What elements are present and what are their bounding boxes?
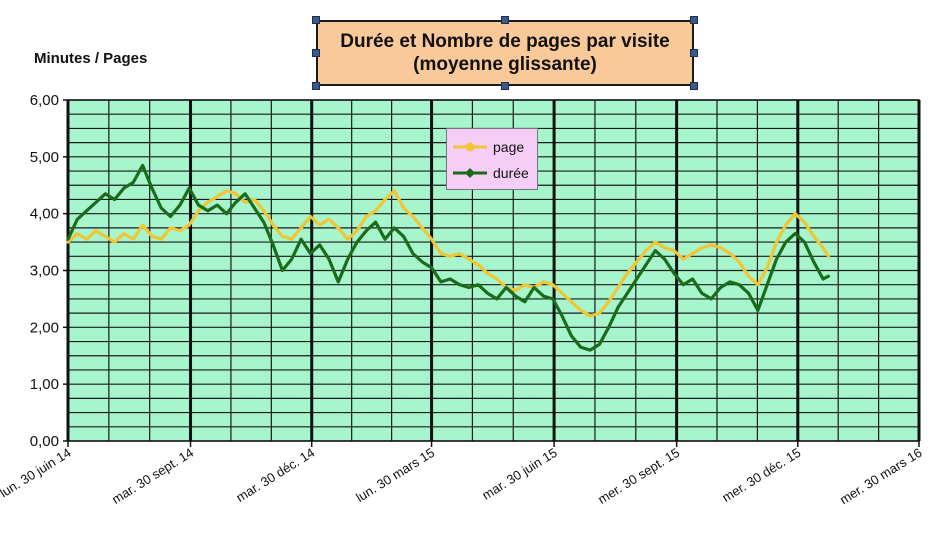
legend: page durée — [446, 128, 538, 190]
y-tick-labels: 0,00 1,00 2,00 3,00 4,00 5,00 6,00 — [30, 92, 59, 450]
x-tick-label: mar. 30 sept. 14 — [109, 445, 196, 507]
x-tick-label: mer. 30 sept. 15 — [595, 445, 682, 507]
x-tick-label: mar. 30 déc. 14 — [233, 445, 317, 505]
y-tick-label: 0,00 — [30, 433, 59, 450]
axes — [63, 99, 920, 447]
x-tick-label: mer. 30 déc. 15 — [719, 445, 803, 505]
chart-title-box[interactable]: Durée et Nombre de pages par visite (moy… — [316, 20, 694, 86]
y-tick-label: 4,00 — [30, 206, 59, 223]
chart-title: Durée et Nombre de pages par visite — [340, 31, 670, 52]
resize-handle-top-center[interactable] — [501, 16, 509, 24]
resize-handle-top-right[interactable] — [690, 16, 698, 24]
resize-handle-bottom-center[interactable] — [501, 82, 509, 90]
legend-swatch-page — [453, 142, 487, 152]
legend-swatch-duree — [453, 168, 487, 178]
y-tick-label: 6,00 — [30, 92, 59, 109]
y-tick-label: 3,00 — [30, 263, 59, 280]
legend-entry-page: page — [453, 137, 524, 157]
y-tick-label: 5,00 — [30, 149, 59, 166]
x-tick-label: lun. 30 mars 15 — [353, 445, 437, 505]
x-tick-label: mar. 30 juin 15 — [479, 445, 559, 503]
legend-label-page: page — [493, 139, 525, 155]
resize-handle-middle-left[interactable] — [312, 49, 320, 57]
y-tick-label: 1,00 — [30, 376, 59, 393]
y-axis-label: Minutes / Pages — [34, 50, 148, 67]
resize-handle-bottom-left[interactable] — [312, 82, 320, 90]
chart-subtitle: (moyenne glissante) — [413, 54, 597, 75]
resize-handle-bottom-right[interactable] — [690, 82, 698, 90]
y-tick-label: 2,00 — [30, 319, 59, 336]
resize-handle-top-left[interactable] — [312, 16, 320, 24]
resize-handle-middle-right[interactable] — [690, 49, 698, 57]
x-tick-labels: lun. 30 juin 14 mar. 30 sept. 14 mar. 30 d… — [0, 445, 925, 508]
x-tick-label: lun. 30 juin 14 — [0, 445, 74, 501]
legend-entry-duree: durée — [453, 163, 529, 183]
series-line-duree — [66, 163, 830, 352]
series-layer — [66, 163, 830, 352]
series-line-page — [66, 189, 830, 318]
x-tick-label: mer. 30 mars 16 — [837, 445, 925, 508]
legend-label-duree: durée — [493, 165, 529, 181]
